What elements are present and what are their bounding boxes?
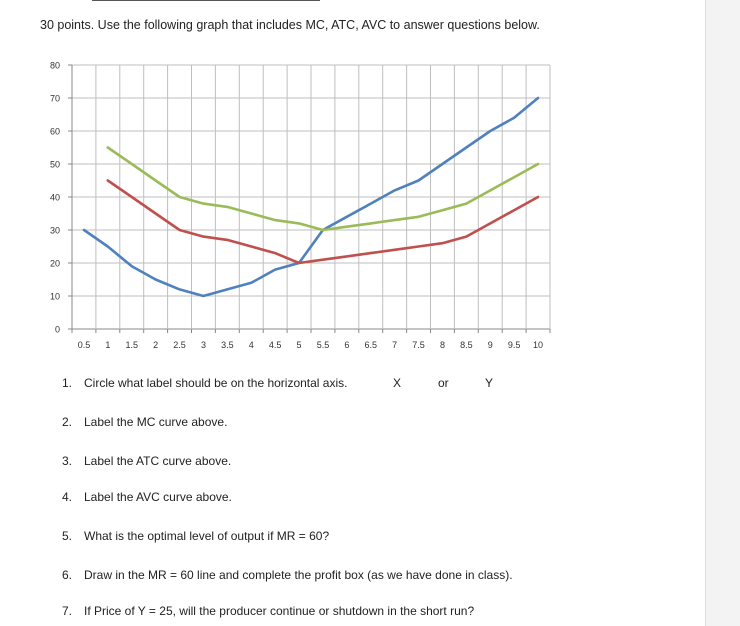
series-line-2 [106, 179, 540, 265]
x-tick-label: 4 [249, 340, 254, 350]
question-3: 3. Label the ATC curve above. [62, 454, 231, 468]
y-tick-label: 70 [50, 94, 60, 104]
question-number: 5. [62, 529, 73, 543]
question-5: 5. What is the optimal level of output if… [62, 529, 329, 543]
x-tick-label: 2.5 [173, 340, 186, 350]
question-number: 3. [62, 454, 73, 468]
question-1: 1. Circle what label should be on the hor… [62, 376, 347, 390]
x-tick-label: 8 [440, 340, 445, 350]
x-tick-label: 5.5 [317, 340, 330, 350]
axis-option-x[interactable]: X [393, 376, 402, 390]
question-2: 2. Label the MC curve above. [62, 415, 227, 429]
question-text: If Price of Y = 25, will the producer co… [84, 604, 475, 618]
y-tick-label: 40 [50, 193, 60, 203]
question-text: Draw in the MR = 60 line and complete th… [84, 568, 513, 582]
series-line-3 [106, 146, 540, 232]
question-text: What is the optimal level of output if M… [84, 529, 330, 543]
name-underline [92, 0, 320, 1]
question-number: 2. [62, 415, 73, 429]
x-tick-label: 6 [344, 340, 349, 350]
x-tick-label: 6.5 [364, 340, 377, 350]
question-7: 7. If Price of Y = 25, will the producer … [62, 604, 474, 618]
y-tick-label: 80 [50, 61, 60, 71]
y-tick-label: 20 [50, 259, 60, 269]
x-tick-label: 5 [297, 340, 302, 350]
x-tick-label: 3 [201, 340, 206, 350]
document-page: 30 points. Use the following graph that … [40, 0, 551, 618]
x-tick-label: 10 [533, 340, 543, 350]
y-tick-label: 60 [50, 127, 60, 137]
x-tick-label: 9 [488, 340, 493, 350]
x-tick-label: 8.5 [460, 340, 473, 350]
question-text: Circle what label should be on the horiz… [84, 376, 348, 390]
x-tick-label: 1.5 [125, 340, 138, 350]
x-tick-label: 3.5 [221, 340, 234, 350]
axis-option-y[interactable]: Y [485, 376, 494, 390]
question-4: 4. Label the AVC curve above. [62, 490, 232, 504]
x-tick-label: 7 [392, 340, 397, 350]
x-tick-label: 9.5 [508, 340, 521, 350]
y-tick-label: 10 [50, 292, 60, 302]
question-6: 6. Draw in the MR = 60 line and complete … [62, 568, 513, 582]
x-tick-label: 1 [105, 340, 110, 350]
y-tick-label: 30 [50, 226, 60, 236]
x-tick-label: 7.5 [412, 340, 425, 350]
x-tick-label: 4.5 [269, 340, 282, 350]
axis-option-or: or [438, 376, 449, 390]
question-number: 4. [62, 490, 73, 504]
x-tick-label: 2 [153, 340, 158, 350]
y-tick-label: 50 [50, 160, 60, 170]
right-side-panel [705, 0, 740, 626]
question-number: 1. [62, 376, 73, 390]
y-tick-label: 0 [55, 325, 60, 335]
question-number: 6. [62, 568, 73, 582]
question-number: 7. [62, 604, 73, 618]
x-tick-label: 0.5 [78, 340, 91, 350]
question-text: Label the AVC curve above. [84, 490, 232, 504]
cost-curves-chart: 0 10 20 30 40 50 60 70 80 0.5 1 1.5 2 2.5 3 3.5 4 4.5 5 5.5… [50, 61, 551, 350]
page-heading: 30 points. Use the following graph that … [40, 18, 540, 32]
question-text: Label the MC curve above. [84, 415, 228, 429]
series-line-1 [82, 96, 540, 298]
question-text: Label the ATC curve above. [84, 454, 232, 468]
